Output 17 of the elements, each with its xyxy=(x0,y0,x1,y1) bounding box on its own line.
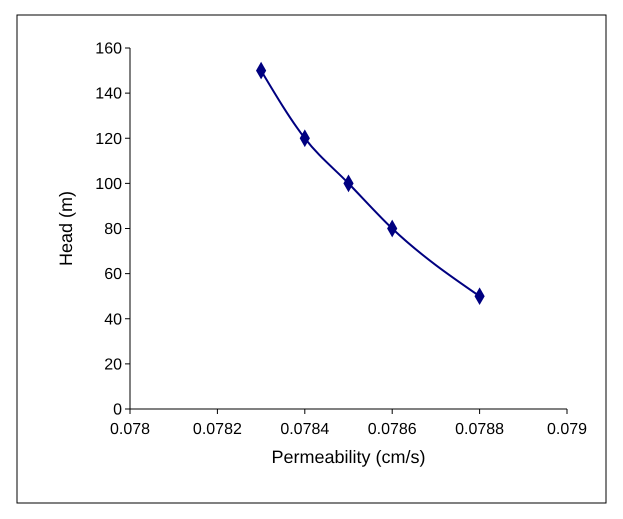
y-tick-label: 80 xyxy=(104,221,122,238)
y-tick-label: 0 xyxy=(113,402,122,419)
y-tick-label: 20 xyxy=(104,356,122,374)
y-tick-label: 120 xyxy=(95,130,122,148)
x-tick-label: 0.0782 xyxy=(192,421,242,438)
x-tick-label: 0.0788 xyxy=(455,421,504,438)
x-tick-label: 0.0786 xyxy=(368,421,417,438)
y-axis-title: Head (m) xyxy=(56,190,76,266)
x-tick-label: 0.079 xyxy=(546,421,588,438)
x-tick-label: 0.0784 xyxy=(280,421,330,438)
y-tick-label: 140 xyxy=(95,86,122,103)
x-tick-label: 0.078 xyxy=(110,421,150,438)
x-axis-title: Permeability (cm/s) xyxy=(271,447,426,467)
y-tick-label: 100 xyxy=(95,176,122,193)
y-tick-label: 40 xyxy=(104,311,122,328)
y-tick-label: 60 xyxy=(104,266,122,284)
y-tick-label: 160 xyxy=(95,40,122,58)
